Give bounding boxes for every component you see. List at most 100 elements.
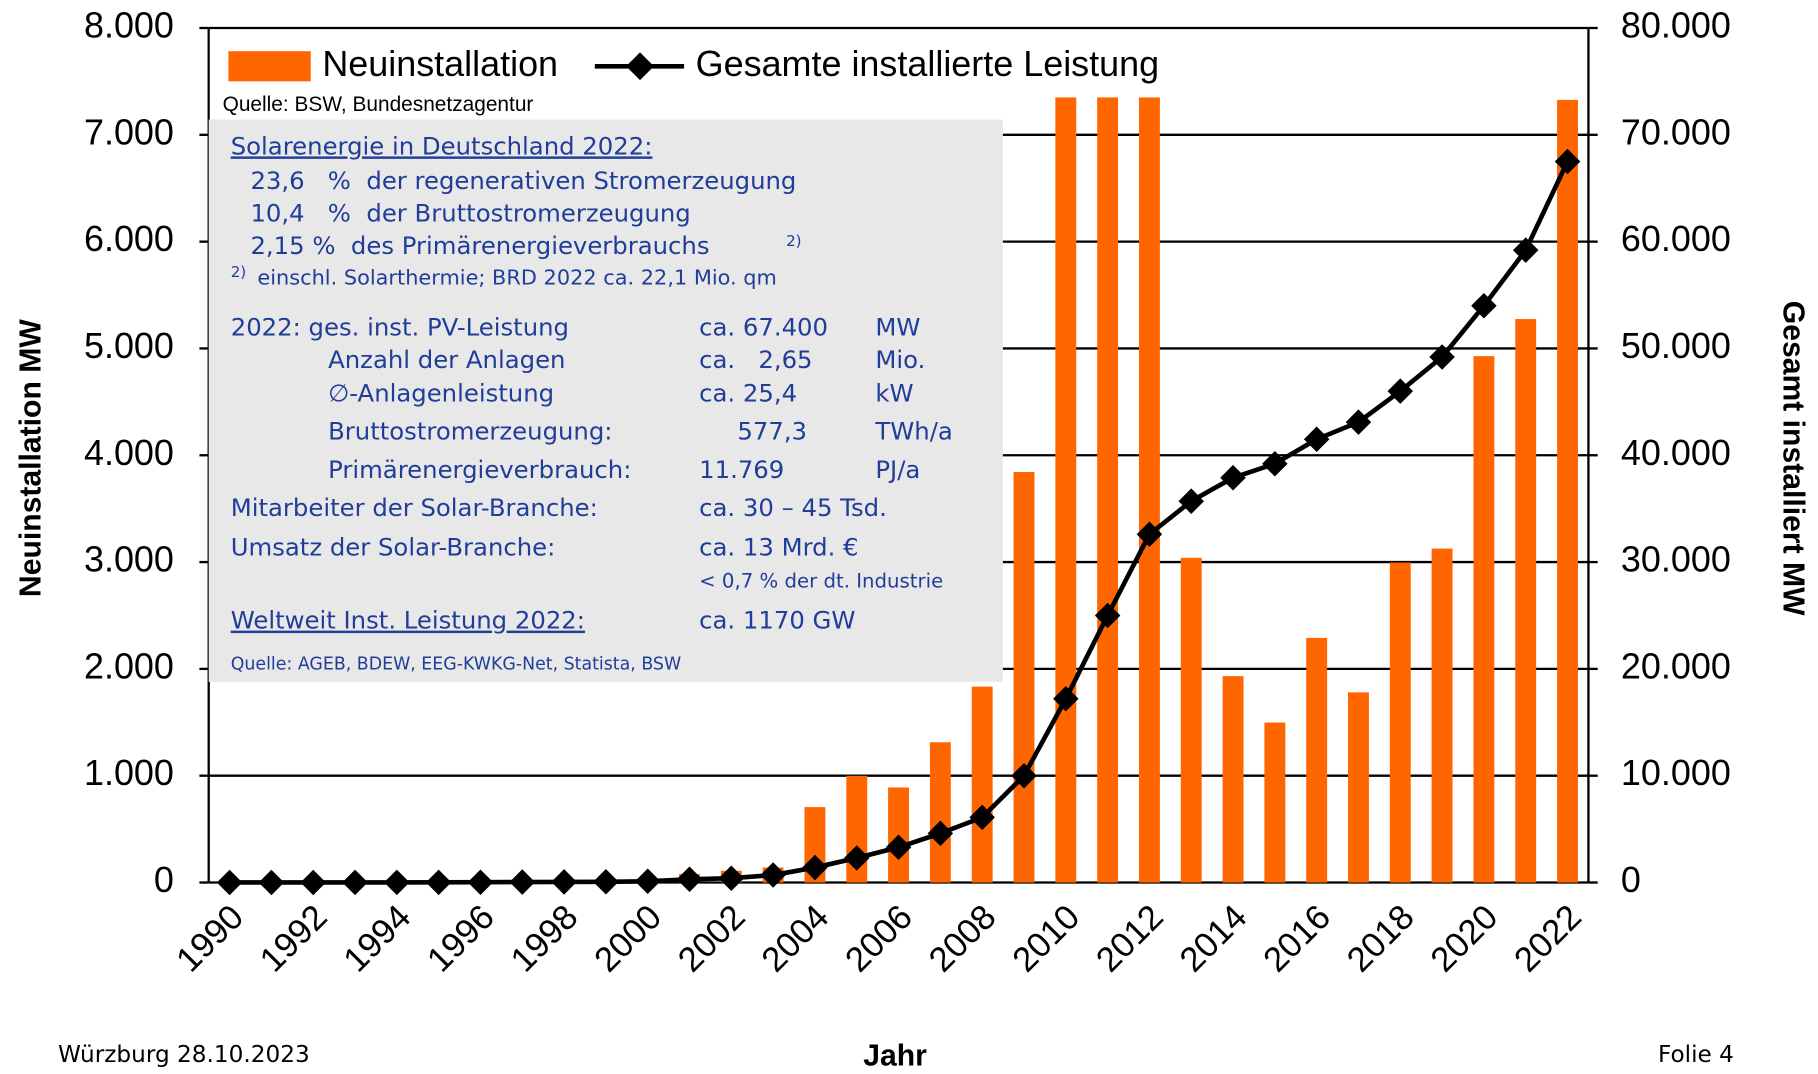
bar	[1138, 97, 1160, 883]
legend-background	[209, 30, 1005, 120]
row-label: Umsatz der Solar-Branche:	[231, 533, 556, 562]
line-marker	[1220, 464, 1246, 491]
line-marker	[342, 869, 368, 896]
line-marker	[1262, 451, 1288, 477]
y-tick-label: 2.000	[84, 645, 174, 686]
world-label: Weltweit Inst. Leistung 2022:	[231, 606, 585, 635]
y-tick-label: 4.000	[84, 432, 174, 473]
row-unit: MW	[875, 312, 920, 341]
y2-tick-label: 50.000	[1621, 325, 1731, 366]
x-tick-label: 2014	[1173, 898, 1255, 980]
y2-tick-label: 70.000	[1621, 111, 1731, 152]
row-label: Anzahl der Anlagen	[328, 345, 565, 374]
line-marker	[1471, 292, 1497, 319]
source: Quelle: BSW, Bundesnetzagentur	[223, 93, 534, 116]
line-marker	[676, 866, 703, 893]
row-unit: kW	[875, 378, 913, 407]
x-tick-label: 1994	[337, 898, 419, 980]
y-tick-label: 7.000	[84, 111, 174, 152]
line-marker	[885, 834, 912, 861]
y-tick-label: 0	[154, 859, 174, 900]
line-marker	[1387, 378, 1414, 404]
row-value: 577,3	[737, 417, 807, 446]
y2-tick-label: 30.000	[1621, 539, 1731, 580]
y-tick-label: 1.000	[84, 752, 174, 793]
line-marker	[1094, 602, 1121, 629]
footnote: einschl. Solarthermie; BRD 2022 ca. 22,1…	[257, 265, 776, 289]
row-value: ca. 2,65	[699, 345, 812, 374]
line-marker	[1178, 488, 1204, 514]
bar	[1055, 97, 1077, 883]
bar	[1431, 548, 1453, 883]
x-tick-label: 2000	[588, 898, 670, 980]
line-marker	[258, 869, 285, 896]
line-marker	[634, 868, 661, 895]
info-source: Quelle: AGEB, BDEW, EEG-KWKG-Net, Statis…	[231, 655, 681, 675]
x-tick-label: 1992	[253, 898, 335, 980]
y2-tick-label: 0	[1621, 859, 1641, 900]
legend-label: Gesamte installierte Leistung	[696, 43, 1159, 84]
bar	[1264, 722, 1286, 883]
y2-tick-label: 60.000	[1621, 218, 1731, 259]
bar	[1557, 99, 1578, 883]
bar	[929, 742, 951, 883]
info-share: 23,6 % der regenerativen Stromerzeugung	[250, 166, 796, 195]
row-unit: PJ/a	[875, 455, 920, 484]
bar	[971, 686, 993, 883]
row-label: ∅-Anlagenleistung	[328, 378, 554, 407]
industry-note: < 0,7 % der dt. Industrie	[699, 570, 943, 593]
line-marker	[1053, 686, 1079, 712]
row-label: Mitarbeiter der Solar-Branche:	[231, 493, 598, 522]
y-tick-label: 3.000	[84, 539, 174, 580]
y2-tick-label: 20.000	[1621, 645, 1731, 686]
row-label: Bruttostromerzeugung:	[328, 417, 612, 446]
line-marker	[1345, 409, 1372, 435]
bar	[1222, 676, 1244, 883]
line-marker	[1554, 148, 1581, 175]
y-tick-label: 6.000	[84, 218, 174, 259]
x-tick-label: 2012	[1089, 898, 1171, 980]
row-unit: Mio.	[875, 345, 925, 374]
row-value: ca. 30 – 45 Tsd.	[699, 493, 887, 522]
legend-label: Neuinstallation	[322, 43, 558, 84]
line-marker	[216, 869, 243, 896]
x-tick-label: 1996	[420, 898, 502, 980]
line-marker	[551, 869, 577, 895]
y2-tick-label: 40.000	[1621, 432, 1731, 473]
row-value: ca. 13 Mrd. €	[699, 533, 858, 562]
bar	[1180, 557, 1202, 883]
x-axis-label: Jahr	[863, 1040, 927, 1073]
info-share: 10,4 % der Bruttostromerzeugung	[250, 199, 690, 228]
line-marker	[1512, 237, 1539, 263]
y2-tick-label: 80.000	[1621, 5, 1731, 46]
row-value: ca. 25,4	[699, 378, 797, 407]
bar	[1348, 692, 1369, 883]
y-tick-label: 5.000	[84, 325, 174, 366]
x-tick-label: 2008	[922, 898, 1004, 980]
y2-tick-label: 10.000	[1621, 752, 1731, 793]
x-tick-label: 1990	[169, 898, 251, 980]
line-marker	[300, 869, 326, 896]
line-marker	[384, 869, 410, 896]
bar	[1473, 356, 1495, 883]
footnote-mark: 2)	[786, 232, 801, 250]
y-tick-label: 8.000	[84, 5, 174, 46]
legend-swatch	[228, 51, 311, 82]
line-marker	[844, 845, 870, 871]
footer-left: Würzburg 28.10.2023	[58, 1041, 310, 1068]
line-marker	[1429, 344, 1455, 370]
line-marker	[1303, 426, 1330, 452]
footer-right: Folie 4	[1658, 1041, 1734, 1068]
x-tick-label: 2002	[671, 898, 753, 980]
footnote-mark: 2)	[231, 263, 246, 281]
line-marker	[593, 869, 619, 895]
x-tick-label: 2016	[1257, 898, 1339, 980]
row-value: ca. 67.400	[699, 312, 828, 341]
info-text: Solarenergie in Deutschland 2022: 23,6 %…	[231, 131, 953, 674]
info-share: 2,15 % des Primärenergieverbrauchs	[250, 231, 709, 260]
bar	[1389, 562, 1411, 883]
info-box	[208, 119, 1003, 682]
info-heading: Solarenergie in Deutschland 2022:	[231, 131, 653, 160]
